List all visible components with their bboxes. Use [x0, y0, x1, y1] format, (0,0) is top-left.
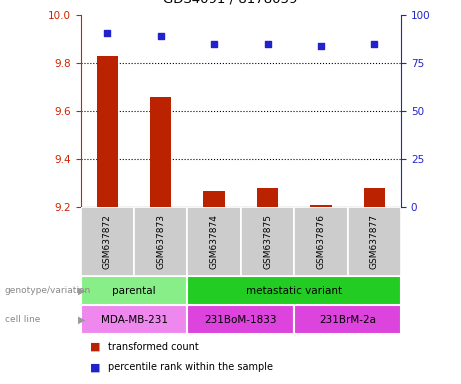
Text: MDA-MB-231: MDA-MB-231: [100, 314, 168, 325]
Text: GSM637873: GSM637873: [156, 214, 165, 270]
Bar: [310, 205, 331, 207]
Bar: [134, 207, 188, 276]
Text: GSM637875: GSM637875: [263, 214, 272, 270]
Text: parental: parental: [112, 286, 156, 296]
Text: ▶: ▶: [78, 314, 86, 325]
Bar: [203, 190, 225, 207]
Point: [157, 33, 165, 40]
Bar: [257, 188, 278, 207]
Text: GSM637876: GSM637876: [316, 214, 325, 270]
Point: [104, 30, 111, 36]
Text: 231BoM-1833: 231BoM-1833: [205, 314, 277, 325]
Bar: [188, 207, 241, 276]
Bar: [348, 207, 401, 276]
Text: GSM637872: GSM637872: [103, 215, 112, 269]
Text: genotype/variation: genotype/variation: [5, 286, 91, 295]
Text: 231BrM-2a: 231BrM-2a: [319, 314, 376, 325]
Bar: [188, 305, 294, 334]
Bar: [294, 305, 401, 334]
Text: GDS4091 / 8178059: GDS4091 / 8178059: [163, 0, 298, 6]
Text: cell line: cell line: [5, 315, 40, 324]
Bar: [97, 56, 118, 207]
Bar: [81, 276, 188, 305]
Text: ■: ■: [90, 362, 100, 372]
Text: percentile rank within the sample: percentile rank within the sample: [108, 362, 273, 372]
Point: [211, 41, 218, 47]
Bar: [150, 97, 171, 207]
Bar: [188, 276, 401, 305]
Point: [264, 41, 271, 47]
Point: [371, 41, 378, 47]
Text: GSM637874: GSM637874: [210, 215, 219, 269]
Bar: [81, 305, 188, 334]
Point: [317, 43, 325, 49]
Bar: [364, 188, 385, 207]
Text: metastatic variant: metastatic variant: [246, 286, 343, 296]
Text: ▶: ▶: [78, 286, 86, 296]
Bar: [241, 207, 294, 276]
Text: GSM637877: GSM637877: [370, 214, 379, 270]
Bar: [81, 207, 134, 276]
Bar: [294, 207, 348, 276]
Text: ■: ■: [90, 342, 100, 352]
Text: transformed count: transformed count: [108, 342, 199, 352]
